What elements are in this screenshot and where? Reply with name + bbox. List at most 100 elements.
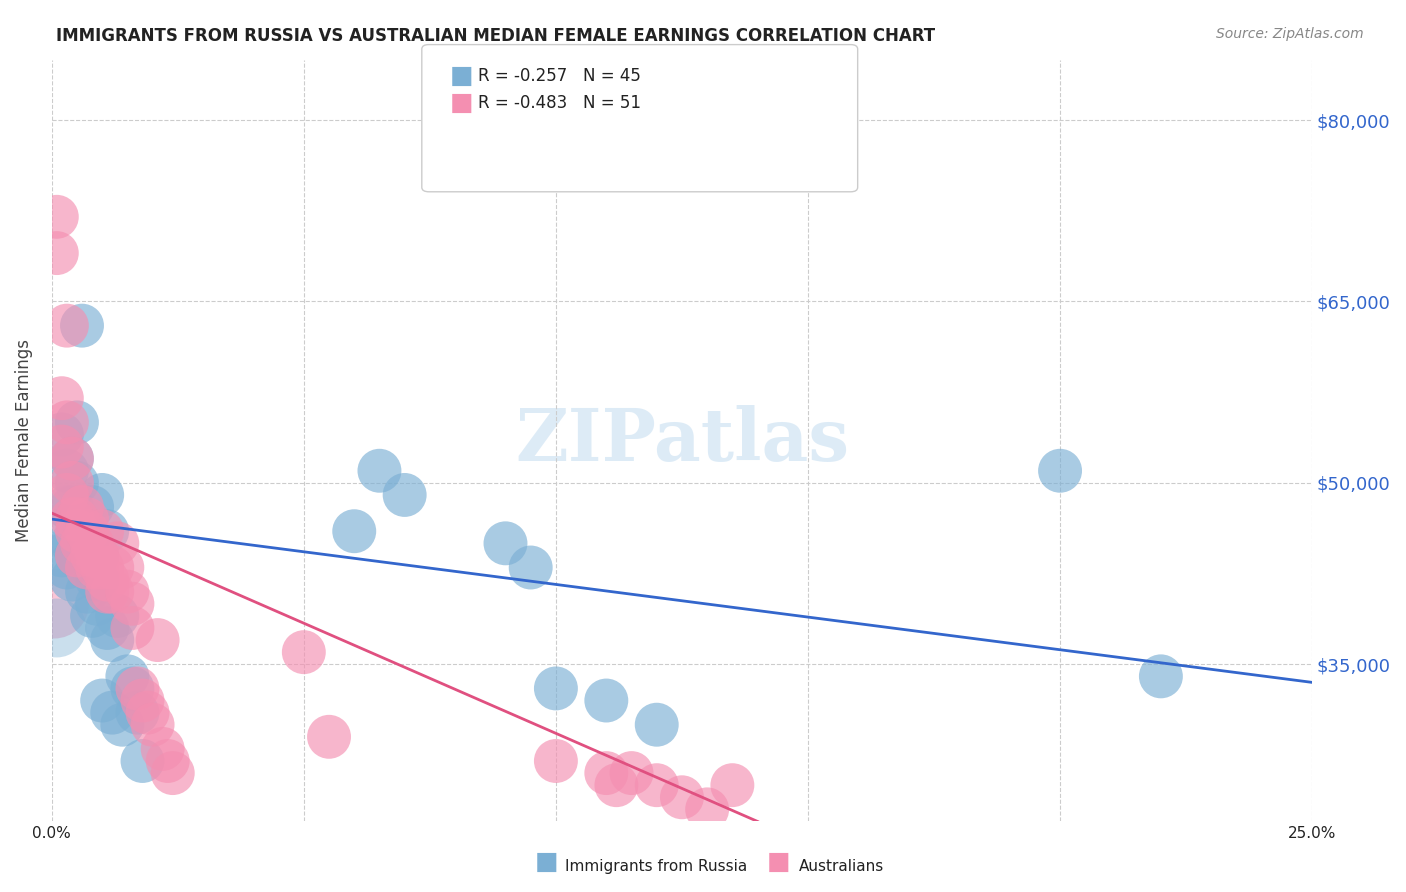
Point — [45, 246, 67, 260]
Point — [131, 754, 153, 768]
Point — [51, 440, 73, 454]
Point — [66, 549, 89, 563]
Point — [519, 560, 541, 574]
Point — [56, 500, 79, 514]
Text: Australians: Australians — [799, 859, 884, 874]
Y-axis label: Median Female Earnings: Median Female Earnings — [15, 339, 32, 542]
Point — [127, 706, 149, 720]
Point — [142, 717, 165, 731]
Point — [70, 500, 93, 514]
Point — [121, 621, 143, 635]
Point — [105, 608, 128, 623]
Point — [91, 524, 114, 539]
Point — [70, 536, 93, 550]
Point — [66, 475, 89, 490]
Point — [45, 210, 67, 224]
Point — [76, 524, 98, 539]
Point — [91, 693, 114, 707]
Point — [696, 802, 718, 816]
Point — [86, 560, 108, 574]
Text: ■: ■ — [766, 850, 790, 874]
Point — [80, 549, 103, 563]
Text: ■: ■ — [450, 64, 474, 87]
Point — [544, 681, 567, 696]
Point — [44, 597, 66, 611]
Point — [70, 318, 93, 333]
Point — [56, 416, 79, 430]
Point — [86, 573, 108, 587]
Point — [60, 451, 83, 466]
Point — [162, 766, 184, 780]
Point — [56, 318, 79, 333]
Point — [146, 633, 169, 648]
Point — [131, 693, 153, 707]
Point — [101, 706, 124, 720]
Point — [156, 754, 179, 768]
Point — [51, 427, 73, 442]
Point — [76, 536, 98, 550]
Point — [96, 524, 118, 539]
Point — [76, 512, 98, 526]
Point — [66, 512, 89, 526]
Point — [86, 549, 108, 563]
Point — [620, 766, 643, 780]
Point — [394, 488, 416, 502]
Point — [671, 790, 693, 805]
Point — [91, 488, 114, 502]
Text: ■: ■ — [534, 850, 558, 874]
Text: IMMIGRANTS FROM RUSSIA VS AUSTRALIAN MEDIAN FEMALE EARNINGS CORRELATION CHART: IMMIGRANTS FROM RUSSIA VS AUSTRALIAN MED… — [56, 27, 935, 45]
Point — [80, 536, 103, 550]
Point — [595, 766, 617, 780]
Point — [51, 391, 73, 405]
Point — [45, 621, 67, 635]
Point — [127, 681, 149, 696]
Point — [368, 464, 391, 478]
Point — [721, 778, 744, 792]
Point — [66, 416, 89, 430]
Point — [105, 536, 128, 550]
Point — [292, 645, 315, 659]
Point — [66, 512, 89, 526]
Point — [76, 584, 98, 599]
Point — [152, 742, 174, 756]
Point — [136, 706, 159, 720]
Text: R = -0.257   N = 45: R = -0.257 N = 45 — [478, 67, 641, 85]
Point — [605, 778, 627, 792]
Point — [76, 560, 98, 574]
Point — [1049, 464, 1071, 478]
Point — [121, 681, 143, 696]
Point — [121, 597, 143, 611]
Text: R = -0.483   N = 51: R = -0.483 N = 51 — [478, 94, 641, 112]
Point — [117, 669, 139, 683]
Point — [595, 693, 617, 707]
Text: ZIPatlas: ZIPatlas — [515, 405, 849, 476]
Point — [86, 597, 108, 611]
Point — [60, 500, 83, 514]
Point — [101, 633, 124, 648]
Point — [117, 584, 139, 599]
Point — [51, 549, 73, 563]
Point — [60, 475, 83, 490]
Text: ■: ■ — [450, 91, 474, 114]
Point — [96, 621, 118, 635]
Point — [101, 584, 124, 599]
Point — [645, 778, 668, 792]
Text: Source: ZipAtlas.com: Source: ZipAtlas.com — [1216, 27, 1364, 41]
Point — [544, 754, 567, 768]
Point — [96, 573, 118, 587]
Point — [1150, 669, 1173, 683]
Point — [60, 573, 83, 587]
Point — [70, 536, 93, 550]
Point — [343, 524, 366, 539]
Point — [111, 560, 134, 574]
Point — [495, 536, 517, 550]
Point — [60, 512, 83, 526]
Point — [91, 560, 114, 574]
Point — [56, 488, 79, 502]
Point — [80, 500, 103, 514]
Point — [86, 549, 108, 563]
Point — [66, 524, 89, 539]
Point — [80, 608, 103, 623]
Point — [60, 536, 83, 550]
Point — [56, 464, 79, 478]
